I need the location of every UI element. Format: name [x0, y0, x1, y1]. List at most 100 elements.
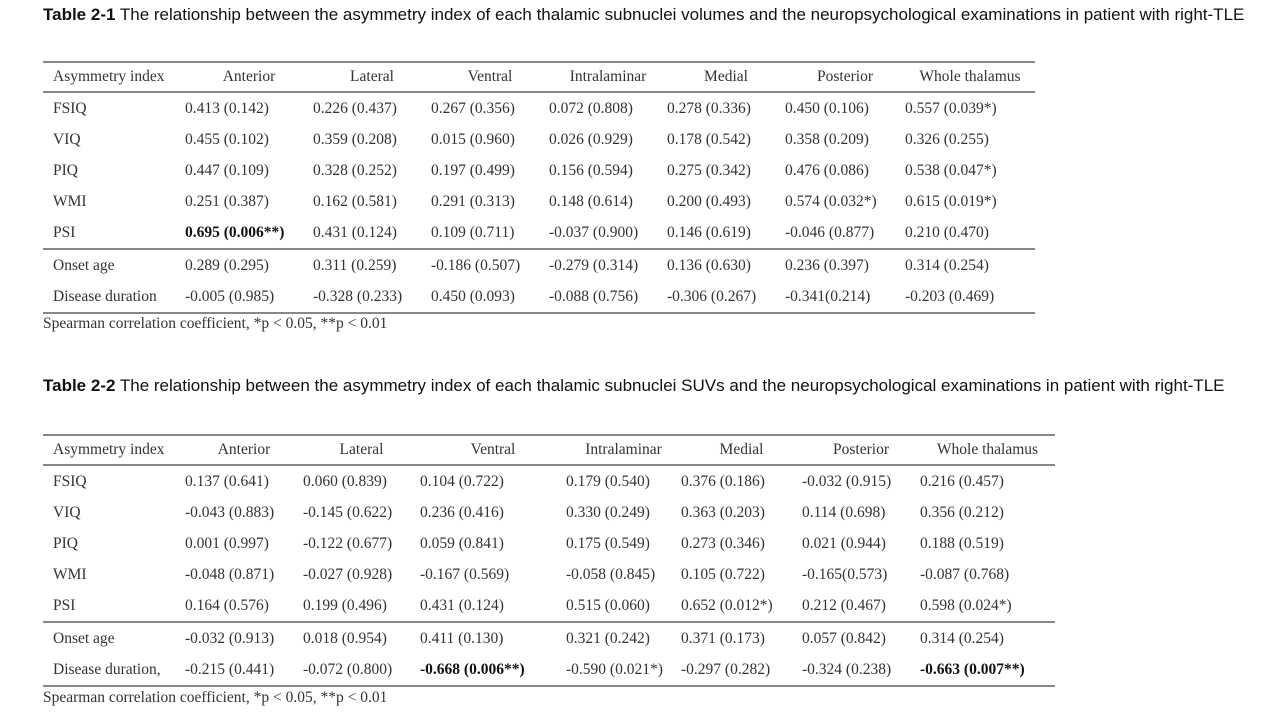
table-cell: -0.165(0.573) — [802, 565, 888, 583]
header-row: Asymmetry index Anterior Lateral Ventral Int… — [43, 61, 1035, 93]
table-cell: 0.321 (0.242) — [566, 621, 681, 654]
row-label: WMI — [53, 192, 87, 210]
table-cell: 0.212 (0.467) — [802, 596, 886, 614]
table-cell: 0.431 (0.124) — [313, 223, 397, 241]
table-cell: -0.297 (0.282) — [681, 654, 802, 687]
table-cell: -0.122 (0.677) — [303, 534, 393, 552]
table-cell: 0.476 (0.086) — [785, 161, 869, 179]
table-cell: -0.087 (0.768) — [920, 565, 1010, 583]
column-header: Posterior — [802, 434, 920, 466]
table-2-caption: Table 2-2 The relationship between the a… — [43, 371, 1263, 401]
table-cell: -0.668 (0.006**) — [420, 654, 566, 687]
table-cell: 0.356 (0.212) — [920, 503, 1004, 521]
row-label: Disease duration, — [43, 654, 185, 687]
row-label: WMI — [53, 565, 87, 583]
column-header: Asymmetry index — [43, 434, 185, 466]
column-header: Ventral — [431, 61, 549, 93]
column-header: Posterior — [785, 61, 905, 93]
table-cell: 0.216 (0.457) — [920, 472, 1004, 490]
table-cell: 0.515 (0.060) — [566, 596, 650, 614]
table-cell: -0.032 (0.913) — [185, 621, 303, 654]
row-label: FSIQ — [53, 99, 87, 117]
column-header: Asymmetry index — [43, 61, 185, 93]
table-cell: 0.314 (0.254) — [905, 248, 1035, 281]
table-cell: 0.251 (0.387) — [185, 192, 269, 210]
table-cell: -0.279 (0.314) — [549, 248, 667, 281]
table-2-caption-text: The relationship between the asymmetry i… — [119, 376, 1225, 395]
table-cell: 0.557 (0.039*) — [905, 99, 997, 117]
table-cell: -0.037 (0.900) — [549, 223, 639, 241]
column-header: Medial — [681, 434, 802, 466]
table-row: VIQ 0.455 (0.102) 0.359 (0.208) 0.015 (0.96… — [43, 124, 1035, 155]
table-row: Disease duration -0.005 (0.985) -0.328 (0.… — [43, 281, 1035, 314]
table-cell: 0.538 (0.047*) — [905, 161, 997, 179]
table-row: WMI -0.048 (0.871) -0.027 (0.928) -0.167 (0… — [43, 559, 1055, 590]
table-cell: 0.289 (0.295) — [185, 248, 313, 281]
table-1-caption: Table 2-1 The relationship between the a… — [43, 0, 1263, 30]
table-cell: 0.615 (0.019*) — [905, 192, 997, 210]
table-cell: 0.455 (0.102) — [185, 130, 269, 148]
table-cell: 0.291 (0.313) — [431, 192, 515, 210]
table-cell: -0.058 (0.845) — [566, 565, 656, 583]
table-cell: -0.046 (0.877) — [785, 223, 875, 241]
table-cell: 0.026 (0.929) — [549, 130, 633, 148]
table-cell: 0.275 (0.342) — [667, 161, 751, 179]
table-cell: 0.015 (0.960) — [431, 130, 515, 148]
table-cell: 0.060 (0.839) — [303, 472, 387, 490]
table-cell: -0.088 (0.756) — [549, 281, 667, 314]
table-cell: -0.145 (0.622) — [303, 503, 393, 521]
table-cell: -0.324 (0.238) — [802, 654, 920, 687]
table-cell: 0.146 (0.619) — [667, 223, 751, 241]
table-row: PSI 0.695 (0.006**) 0.431 (0.124) 0.109 (0.… — [43, 217, 1035, 249]
table-2: Asymmetry index Anterior Lateral Ventral Int… — [43, 434, 1055, 687]
row-label: Disease duration — [43, 281, 185, 314]
table-cell: 0.059 (0.841) — [420, 534, 504, 552]
table-cell: 0.105 (0.722) — [681, 565, 765, 583]
table-cell: -0.328 (0.233) — [313, 281, 431, 314]
table-cell: 0.001 (0.997) — [185, 534, 269, 552]
table-cell: 0.109 (0.711) — [431, 223, 515, 241]
row-label: FSIQ — [53, 472, 87, 490]
table-2-label: Table 2-2 — [43, 376, 116, 395]
table-cell: 0.164 (0.576) — [185, 596, 269, 614]
column-header: Anterior — [185, 434, 303, 466]
table-2-footnote: Spearman correlation coefficient, *p < 0… — [43, 689, 388, 706]
table-cell: 0.273 (0.346) — [681, 534, 765, 552]
row-label: VIQ — [53, 130, 81, 148]
table-row: Onset age 0.289 (0.295) 0.311 (0.259) -0.18… — [43, 248, 1035, 281]
column-header: Lateral — [303, 434, 420, 466]
table-cell: 0.137 (0.641) — [185, 472, 269, 490]
table-cell: 0.358 (0.209) — [785, 130, 869, 148]
table-cell: 0.695 (0.006**) — [185, 223, 285, 241]
table-cell: 0.314 (0.254) — [920, 621, 1055, 654]
table-cell: 0.330 (0.249) — [566, 503, 650, 521]
table-cell: 0.188 (0.519) — [920, 534, 1004, 552]
table-cell: 0.598 (0.024*) — [920, 596, 1012, 614]
table-cell: -0.027 (0.928) — [303, 565, 393, 583]
table-cell: 0.114 (0.698) — [802, 503, 886, 521]
table-cell: 0.072 (0.808) — [549, 99, 633, 117]
table-cell: 0.178 (0.542) — [667, 130, 751, 148]
table-row: PSI 0.164 (0.576) 0.199 (0.496) 0.431 (0.12… — [43, 590, 1055, 622]
table-cell: -0.072 (0.800) — [303, 654, 420, 687]
table-row: WMI 0.251 (0.387) 0.162 (0.581) 0.291 (0.31… — [43, 186, 1035, 217]
table-cell: 0.326 (0.255) — [905, 130, 989, 148]
table-cell: 0.104 (0.722) — [420, 472, 504, 490]
table-cell: -0.663 (0.007**) — [920, 654, 1055, 687]
table-row: PIQ 0.447 (0.109) 0.328 (0.252) 0.197 (0.49… — [43, 155, 1035, 186]
table-cell: 0.199 (0.496) — [303, 596, 387, 614]
column-header: Intralaminar — [566, 434, 681, 466]
table-cell: 0.200 (0.493) — [667, 192, 751, 210]
table-cell: 0.156 (0.594) — [549, 161, 633, 179]
table-cell: 0.210 (0.470) — [905, 223, 989, 241]
table-cell: 0.162 (0.581) — [313, 192, 397, 210]
table-cell: 0.431 (0.124) — [420, 596, 504, 614]
table-row: VIQ -0.043 (0.883) -0.145 (0.622) 0.236 (0.… — [43, 497, 1055, 528]
table-cell: 0.175 (0.549) — [566, 534, 650, 552]
column-header: Intralaminar — [549, 61, 667, 93]
row-label: Onset age — [43, 248, 185, 281]
table-row: Onset age -0.032 (0.913) 0.018 (0.954) 0.41… — [43, 621, 1055, 654]
table-cell: 0.450 (0.093) — [431, 281, 549, 314]
table-cell: 0.057 (0.842) — [802, 621, 920, 654]
table-cell: -0.167 (0.569) — [420, 565, 510, 583]
